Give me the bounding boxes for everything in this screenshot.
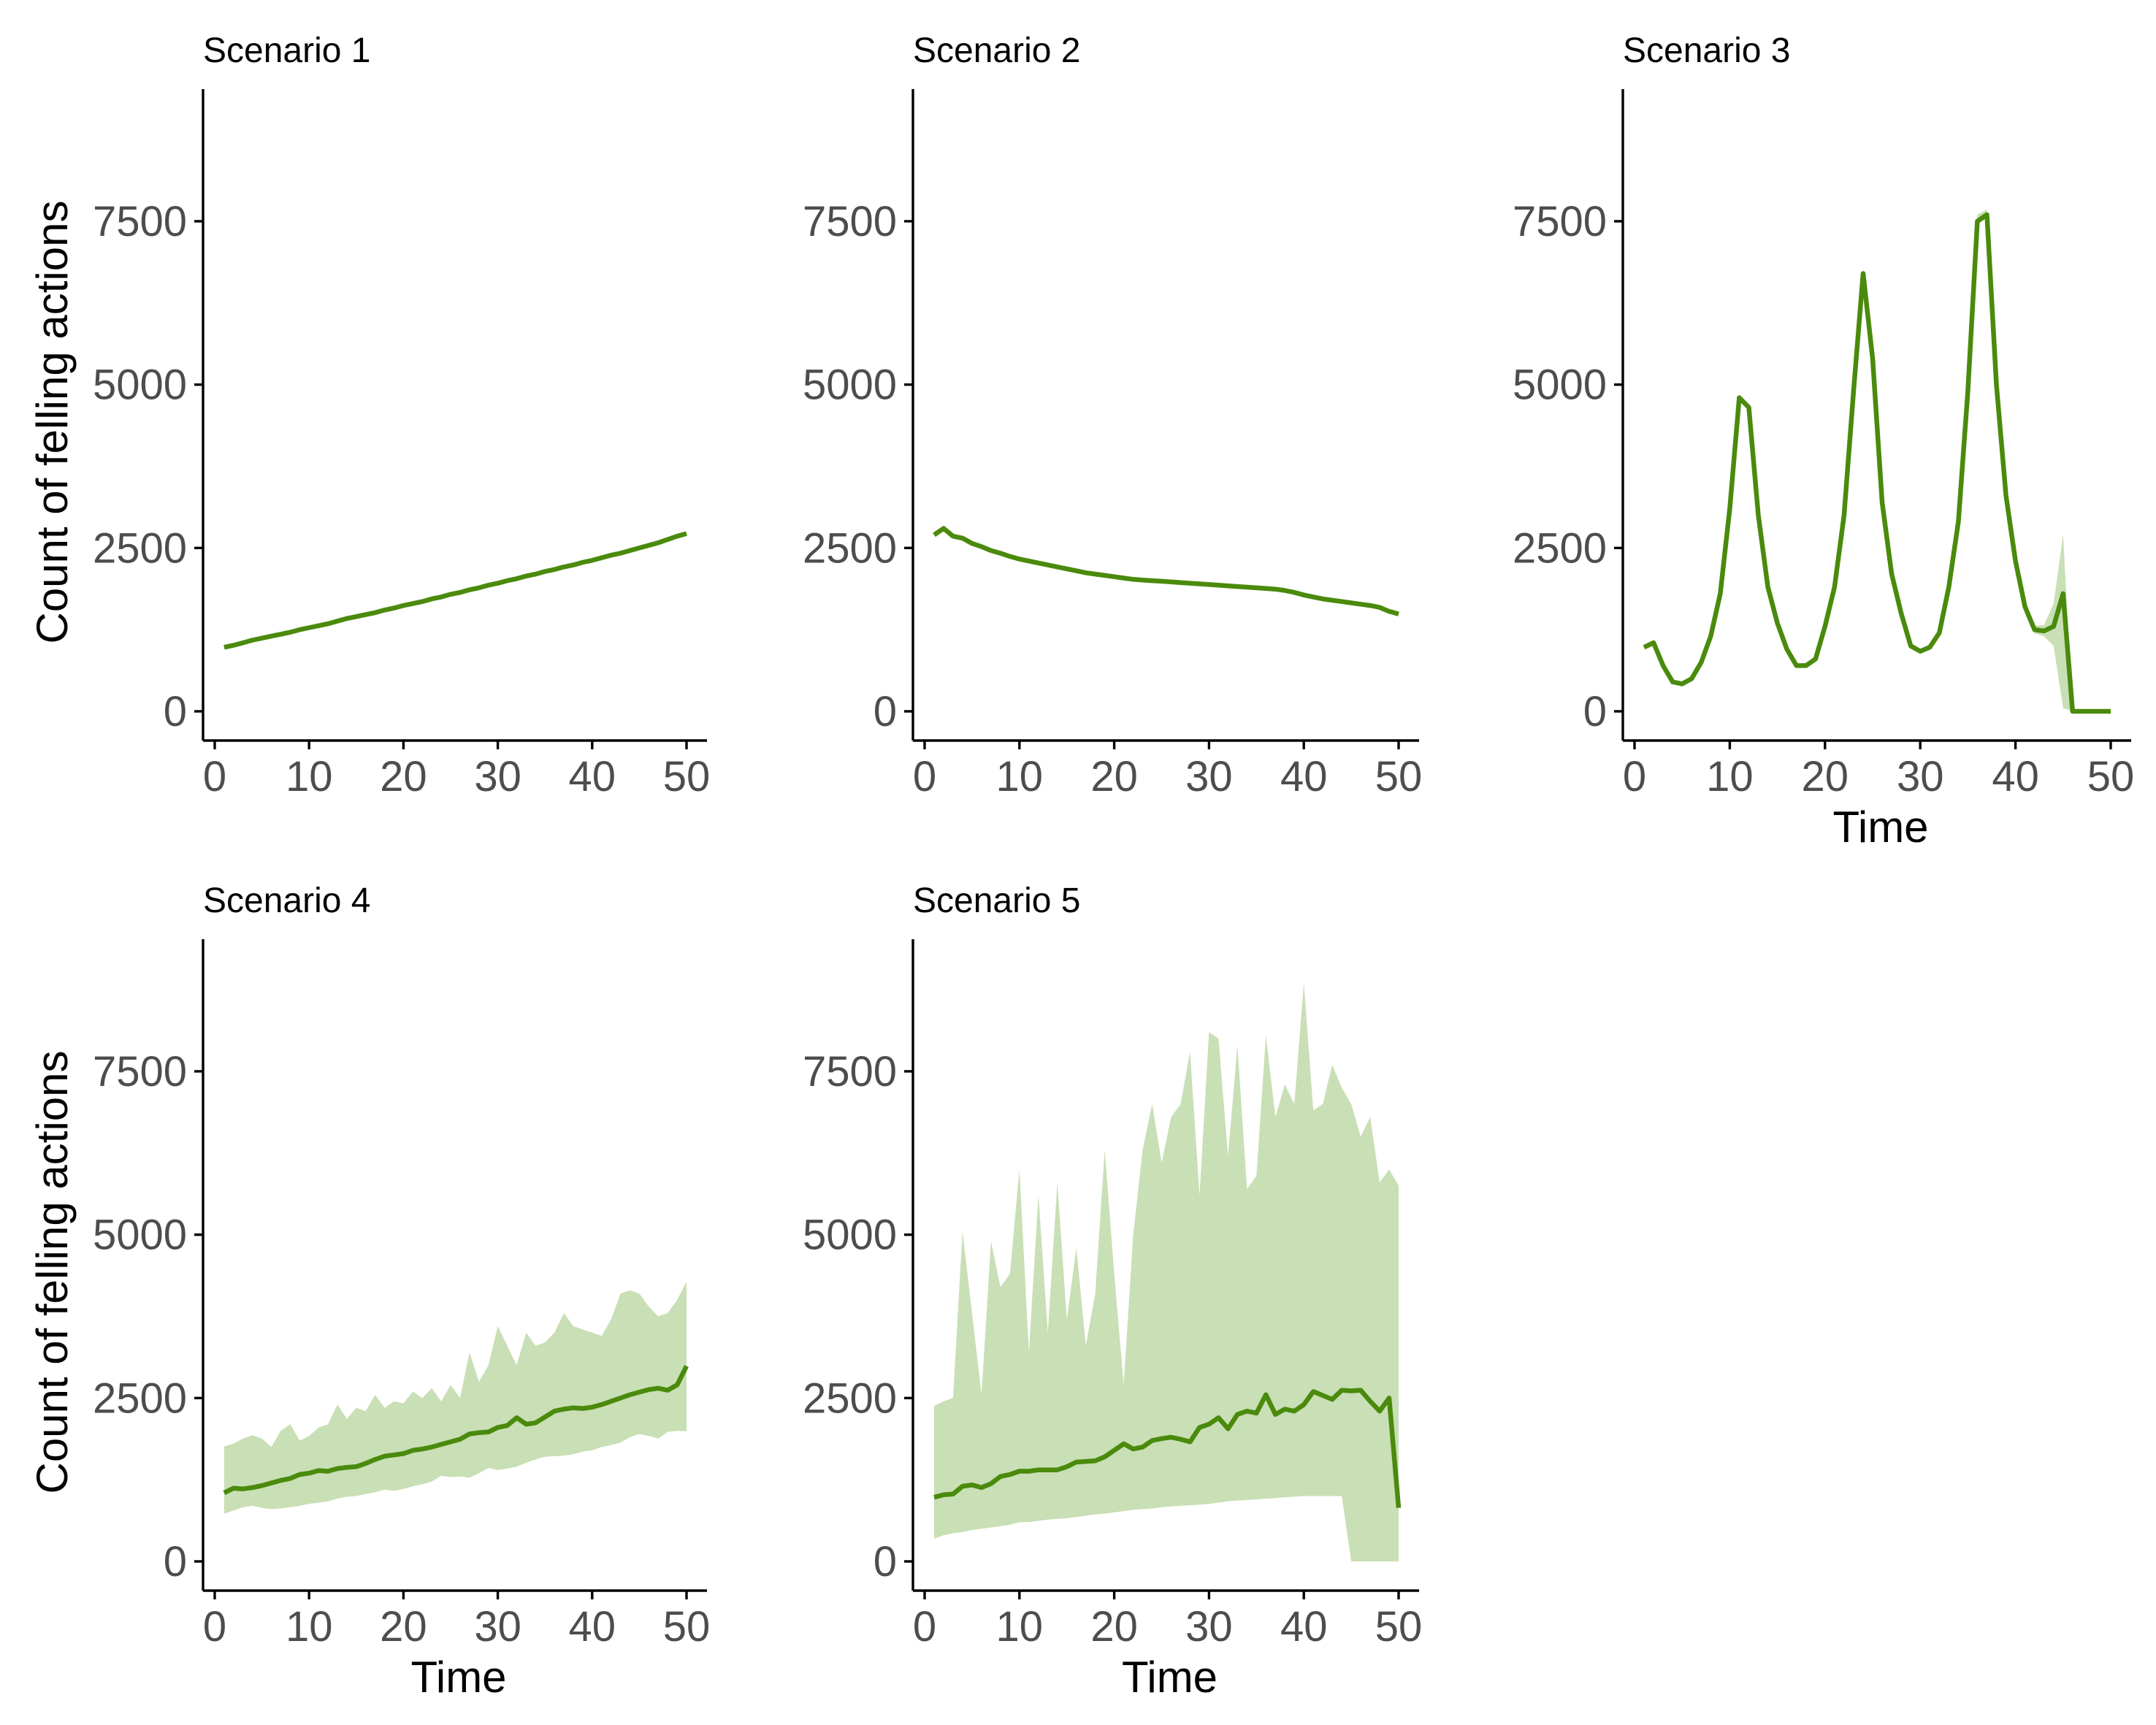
x-tick-label: 10 xyxy=(996,1603,1044,1651)
x-tick-label: 0 xyxy=(1623,753,1646,800)
confidence-ribbon xyxy=(1644,209,2111,711)
panel-1: 0 2500 5000 7500 0 10 20 30 40 50 Scenario 1 Count … xyxy=(28,31,710,800)
x-tick-label: 40 xyxy=(569,753,616,800)
y-tick-label: 7500 xyxy=(93,1048,187,1095)
y-axis-title: Count of felling actions xyxy=(28,200,77,643)
x-tick-label: 10 xyxy=(996,753,1044,800)
panel-3: 0 2500 5000 7500 0 10 20 30 40 50 Scenario 3 Time xyxy=(1513,31,2134,852)
panel-title: Scenario 2 xyxy=(913,31,1080,70)
y-tick-label: 7500 xyxy=(803,1048,897,1095)
x-tick-label: 0 xyxy=(913,1603,936,1651)
y-tick-label: 0 xyxy=(874,1538,897,1586)
y-tick-label: 5000 xyxy=(803,362,897,409)
confidence-ribbon xyxy=(223,1282,687,1514)
x-tick-label: 30 xyxy=(474,753,521,800)
x-tick-label: 0 xyxy=(203,753,226,800)
x-axis-title: Time xyxy=(1832,803,1928,852)
y-tick-label: 0 xyxy=(1583,688,1607,735)
y-tick-label: 7500 xyxy=(803,198,897,245)
x-tick-label: 20 xyxy=(380,753,427,800)
x-tick-label: 40 xyxy=(1280,753,1328,800)
confidence-ribbon xyxy=(934,983,1399,1561)
x-axis-title: Time xyxy=(410,1653,506,1702)
y-tick-label: 2500 xyxy=(803,1374,897,1422)
panel-title: Scenario 5 xyxy=(913,881,1080,920)
series-line xyxy=(223,531,687,650)
x-tick-label: 50 xyxy=(663,753,711,800)
panel-title: Scenario 3 xyxy=(1623,31,1790,70)
y-tick-label: 5000 xyxy=(1513,362,1607,409)
y-tick-label: 5000 xyxy=(93,362,187,409)
y-tick-label: 0 xyxy=(164,688,187,735)
y-tick-label: 0 xyxy=(874,688,897,735)
x-tick-label: 50 xyxy=(2087,753,2135,800)
x-axis-title: Time xyxy=(1122,1653,1217,1702)
series-line xyxy=(933,526,1399,616)
y-tick-label: 2500 xyxy=(1513,524,1607,572)
x-tick-label: 20 xyxy=(1802,753,1849,800)
x-tick-label: 30 xyxy=(1185,1603,1233,1651)
x-tick-label: 50 xyxy=(1375,1603,1423,1651)
y-axis-title: Count of felling actions xyxy=(28,1050,77,1493)
x-tick-label: 40 xyxy=(1280,1603,1328,1651)
x-tick-label: 30 xyxy=(474,1603,521,1651)
x-tick-label: 30 xyxy=(1897,753,1944,800)
panel-2: 0 2500 5000 7500 0 10 20 30 40 50 Scenario 2 xyxy=(803,31,1422,800)
x-tick-label: 0 xyxy=(203,1603,226,1651)
panel-title: Scenario 4 xyxy=(203,881,370,920)
x-tick-label: 20 xyxy=(1090,1603,1138,1651)
y-tick-label: 2500 xyxy=(93,524,187,572)
x-tick-label: 40 xyxy=(1992,753,2039,800)
y-tick-label: 7500 xyxy=(1513,198,1607,245)
x-tick-label: 10 xyxy=(286,1603,333,1651)
panel-title: Scenario 1 xyxy=(203,31,370,70)
y-tick-label: 7500 xyxy=(93,198,187,245)
panel-5: 0 2500 5000 7500 0 10 20 30 40 50 Scenario 5 Time xyxy=(803,881,1422,1702)
y-tick-label: 2500 xyxy=(93,1374,187,1422)
y-tick-label: 5000 xyxy=(803,1212,897,1259)
x-tick-label: 50 xyxy=(1375,753,1423,800)
panel-4: 0 2500 5000 7500 0 10 20 30 40 50 Scenario 4 Time Co… xyxy=(28,881,710,1702)
y-tick-label: 2500 xyxy=(803,524,897,572)
x-tick-label: 40 xyxy=(569,1603,616,1651)
series-line xyxy=(1643,212,2111,714)
x-tick-label: 20 xyxy=(1090,753,1138,800)
x-tick-label: 50 xyxy=(663,1603,711,1651)
x-tick-label: 0 xyxy=(913,753,936,800)
series-line xyxy=(223,1365,689,1496)
x-tick-label: 30 xyxy=(1185,753,1233,800)
x-tick-label: 10 xyxy=(1706,753,1754,800)
x-tick-label: 20 xyxy=(380,1603,427,1651)
x-tick-label: 10 xyxy=(286,753,333,800)
series-line xyxy=(933,1388,1402,1508)
y-tick-label: 0 xyxy=(164,1538,187,1586)
y-tick-label: 5000 xyxy=(93,1212,187,1259)
